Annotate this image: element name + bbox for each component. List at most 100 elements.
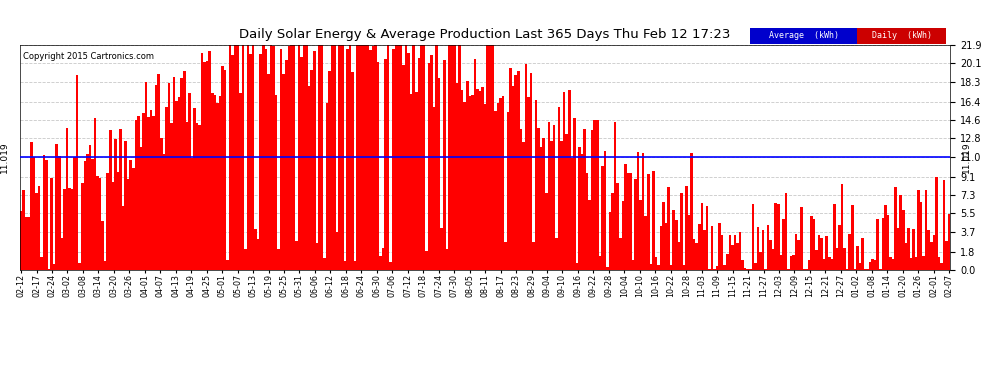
Bar xyxy=(83,160,86,270)
Bar xyxy=(489,45,491,270)
Bar xyxy=(826,236,828,270)
Bar xyxy=(858,262,861,270)
Bar xyxy=(96,176,99,270)
Bar xyxy=(810,216,813,270)
Bar xyxy=(311,70,313,270)
Bar xyxy=(912,229,915,270)
Bar xyxy=(774,203,777,270)
Bar xyxy=(455,82,458,270)
Bar xyxy=(894,187,897,270)
Bar xyxy=(68,188,71,270)
Bar xyxy=(216,103,219,270)
Bar xyxy=(522,142,525,270)
Bar xyxy=(371,46,374,270)
Bar xyxy=(48,268,50,270)
Bar xyxy=(400,45,402,270)
Bar xyxy=(377,62,379,270)
Bar xyxy=(486,45,489,270)
Bar xyxy=(557,107,560,270)
Bar xyxy=(326,104,329,270)
Bar xyxy=(928,230,930,270)
Bar xyxy=(251,45,254,270)
Bar xyxy=(721,235,724,270)
Bar xyxy=(713,269,716,270)
Bar xyxy=(547,122,550,270)
Bar xyxy=(91,159,94,270)
Bar xyxy=(308,86,311,270)
Bar xyxy=(458,45,461,270)
Bar xyxy=(334,45,336,270)
Bar xyxy=(162,154,165,270)
Bar xyxy=(473,59,476,270)
Bar xyxy=(55,144,58,270)
Bar xyxy=(175,101,178,270)
Bar xyxy=(772,249,774,270)
Bar xyxy=(450,45,453,270)
Bar xyxy=(290,45,293,270)
Bar xyxy=(866,269,869,270)
Bar xyxy=(137,116,140,270)
Bar xyxy=(586,172,588,270)
Bar xyxy=(601,166,604,270)
Bar xyxy=(905,243,907,270)
Bar xyxy=(132,168,135,270)
Bar xyxy=(143,113,145,270)
Bar xyxy=(438,78,441,270)
Bar xyxy=(821,238,823,270)
Text: Daily  (kWh): Daily (kWh) xyxy=(871,32,932,40)
Bar xyxy=(543,138,545,270)
Bar xyxy=(86,154,89,270)
Bar xyxy=(570,159,573,270)
Bar xyxy=(649,264,652,270)
Bar xyxy=(670,266,672,270)
Bar xyxy=(446,249,448,270)
Bar xyxy=(657,265,659,270)
Bar xyxy=(785,194,787,270)
Bar xyxy=(234,45,237,270)
Bar xyxy=(476,89,479,270)
Bar xyxy=(640,200,642,270)
Bar xyxy=(622,201,624,270)
Bar xyxy=(145,82,148,270)
Bar xyxy=(719,223,721,270)
Bar xyxy=(165,106,167,270)
Bar xyxy=(366,45,369,270)
Bar xyxy=(552,125,555,270)
Bar xyxy=(410,94,413,270)
Bar xyxy=(300,57,303,270)
Bar xyxy=(831,259,834,270)
Title: Daily Solar Energy & Average Production Last 365 Days Thu Feb 12 17:23: Daily Solar Energy & Average Production … xyxy=(240,28,731,41)
Bar xyxy=(229,45,232,270)
Bar xyxy=(201,53,203,270)
Bar xyxy=(535,100,538,270)
Bar xyxy=(25,217,28,270)
Bar xyxy=(23,189,25,270)
Bar xyxy=(695,243,698,270)
Bar xyxy=(331,45,334,270)
Bar xyxy=(915,257,918,270)
Bar xyxy=(790,256,792,270)
Bar xyxy=(593,120,596,270)
Bar xyxy=(737,243,739,270)
Bar xyxy=(43,155,46,270)
Bar xyxy=(384,58,387,270)
Bar xyxy=(675,220,677,270)
Bar xyxy=(287,46,290,270)
Bar xyxy=(706,207,708,270)
Bar xyxy=(341,45,344,270)
Bar xyxy=(99,178,101,270)
Bar xyxy=(726,254,729,270)
Bar xyxy=(122,206,125,270)
Bar xyxy=(94,118,96,270)
Bar xyxy=(46,160,48,270)
Bar xyxy=(420,45,423,270)
Bar xyxy=(130,160,132,270)
Bar xyxy=(277,249,280,270)
Bar xyxy=(109,130,112,270)
Bar xyxy=(227,260,229,270)
Bar xyxy=(839,225,841,270)
Bar xyxy=(583,129,586,270)
Bar xyxy=(779,255,782,270)
Bar xyxy=(764,269,767,270)
Bar xyxy=(35,193,38,270)
